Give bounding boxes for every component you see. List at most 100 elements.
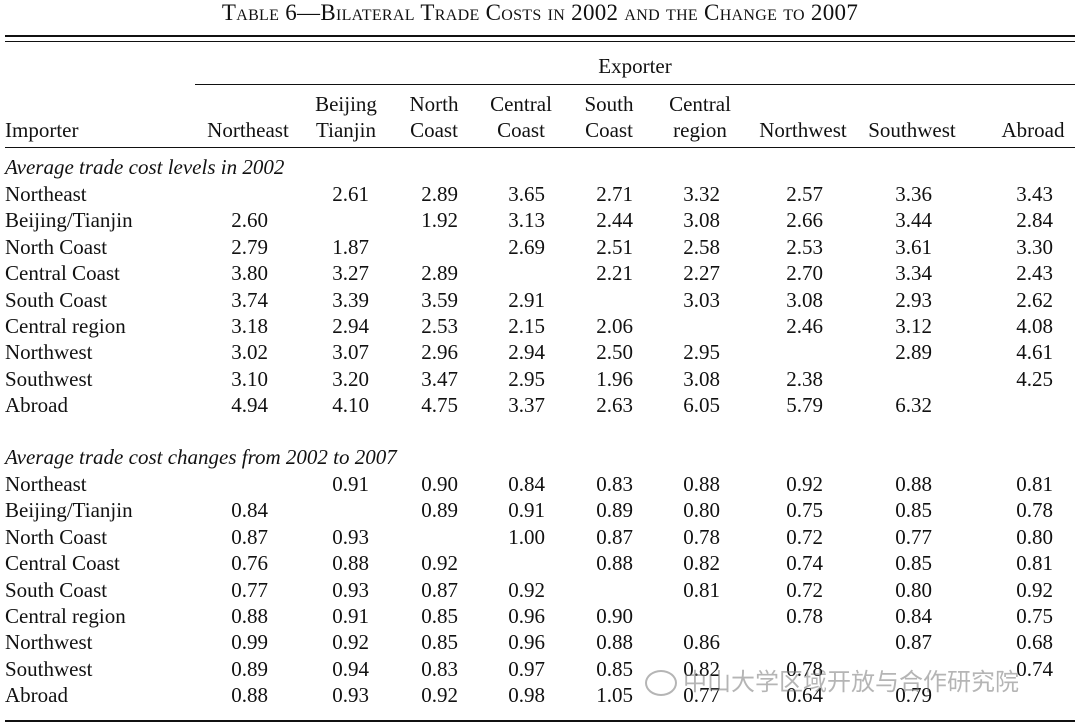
column-header: Coast — [585, 118, 633, 142]
table-cell: 0.94 — [332, 656, 369, 681]
table-cell: 0.85 — [421, 604, 458, 628]
table-cell: 2.27 — [683, 261, 720, 286]
table-cell: 2.89 — [421, 182, 458, 206]
table-cell: 2.94 — [332, 314, 369, 338]
row-label: Northwest — [5, 630, 93, 655]
row-label: North Coast — [5, 234, 108, 259]
table-cell: 2.71 — [596, 182, 633, 206]
wechat-icon — [645, 670, 677, 696]
table-cell: 0.89 — [231, 656, 268, 681]
table-cell: 0.86 — [683, 630, 720, 655]
table-cell: 3.27 — [332, 261, 369, 286]
table-cell: 3.08 — [683, 366, 720, 391]
table-cell: 3.20 — [332, 366, 369, 391]
table-cell: 0.82 — [683, 656, 720, 681]
row-label: South Coast — [5, 287, 108, 312]
table-cell: 0.88 — [895, 472, 932, 496]
header-rule — [5, 147, 1075, 148]
table-cell: 2.94 — [508, 340, 545, 365]
table-cell: 0.85 — [895, 551, 932, 576]
table-cell: 4.94 — [231, 393, 268, 418]
column-header: North — [409, 92, 459, 116]
column-header: Abroad — [1001, 118, 1065, 142]
top-rule-thin — [5, 41, 1075, 42]
table-cell: 3.43 — [1016, 182, 1053, 206]
table-cell: 3.44 — [895, 208, 932, 233]
table-cell: 0.87 — [231, 524, 268, 549]
column-header: Central — [490, 92, 552, 116]
table-cell: 0.72 — [786, 524, 823, 549]
row-label: North Coast — [5, 524, 108, 549]
table-cell: 3.80 — [231, 261, 268, 286]
column-header: Southwest — [868, 118, 956, 142]
table-cell: 2.95 — [508, 366, 545, 391]
table-cell: 3.02 — [231, 340, 268, 365]
table-cell: 1.05 — [596, 683, 633, 708]
table-cell: 0.90 — [596, 604, 633, 628]
table-cell: 0.82 — [683, 551, 720, 576]
table-cell: 0.77 — [231, 577, 268, 602]
table-cell: 0.93 — [332, 683, 369, 708]
table-cell: 1.92 — [421, 208, 458, 233]
column-header: Tianjin — [316, 118, 376, 142]
table-cell: 0.85 — [421, 630, 458, 655]
table-cell: 3.03 — [683, 287, 720, 312]
table-cell: 0.87 — [895, 630, 932, 655]
table-cell: 0.75 — [786, 498, 823, 523]
table-cell: 0.92 — [508, 577, 545, 602]
column-header: Northeast — [207, 118, 289, 142]
table-cell: 2.15 — [508, 314, 545, 338]
table-cell: 2.53 — [421, 314, 458, 338]
table-cell: 0.84 — [231, 498, 268, 523]
table-cell: 0.72 — [786, 577, 823, 602]
table-cell: 0.97 — [508, 656, 545, 681]
table-cell: 0.75 — [1016, 604, 1053, 628]
table-cell: 2.60 — [231, 208, 268, 233]
table-cell: 5.79 — [786, 393, 823, 418]
table-cell: 0.92 — [332, 630, 369, 655]
table-cell: 3.36 — [895, 182, 932, 206]
table-cell: 0.78 — [1016, 498, 1053, 523]
table-cell: 2.69 — [508, 234, 545, 259]
table-cell: 0.78 — [786, 604, 823, 628]
table-cell: 0.77 — [895, 524, 932, 549]
table-cell: 0.88 — [231, 604, 268, 628]
table-cell: 2.70 — [786, 261, 823, 286]
table-cell: 0.91 — [332, 472, 369, 496]
table-cell: 2.93 — [895, 287, 932, 312]
table-cell: 2.21 — [596, 261, 633, 286]
row-label: Central Coast — [5, 261, 120, 286]
table-cell: 2.50 — [596, 340, 633, 365]
table-cell: 2.89 — [421, 261, 458, 286]
table-cell: 0.68 — [1016, 630, 1053, 655]
table-cell: 0.88 — [683, 472, 720, 496]
table-cell: 0.92 — [1016, 577, 1053, 602]
table-cell: 2.96 — [421, 340, 458, 365]
table-cell: 3.08 — [683, 208, 720, 233]
watermark-text: 中山大学区域开放与合作研究院 — [683, 668, 1019, 696]
table-cell: 0.88 — [332, 551, 369, 576]
table-cell: 0.74 — [786, 551, 823, 576]
exporter-header: Exporter — [598, 54, 672, 78]
bottom-rule — [5, 720, 1075, 722]
section-title: Average trade cost changes from 2002 to … — [5, 445, 397, 469]
table-cell: 0.92 — [421, 683, 458, 708]
table-cell: 2.63 — [596, 393, 633, 418]
table-cell: 3.47 — [421, 366, 458, 391]
table-cell: 3.12 — [895, 314, 932, 338]
table-cell: 2.06 — [596, 314, 633, 338]
table-cell: 0.85 — [596, 656, 633, 681]
table-cell: 1.87 — [332, 234, 369, 259]
table-cell: 3.59 — [421, 287, 458, 312]
row-label: Southwest — [5, 656, 93, 681]
table-cell: 0.81 — [1016, 472, 1053, 496]
exporter-rule — [195, 84, 1075, 85]
column-header: Coast — [410, 118, 458, 142]
table-cell: 2.66 — [786, 208, 823, 233]
table-cell: 2.43 — [1016, 261, 1053, 286]
row-label: Southwest — [5, 366, 93, 391]
table-cell: 0.92 — [421, 551, 458, 576]
table-cell: 3.07 — [332, 340, 369, 365]
table-cell: 6.32 — [895, 393, 932, 418]
table-cell: 0.99 — [231, 630, 268, 655]
